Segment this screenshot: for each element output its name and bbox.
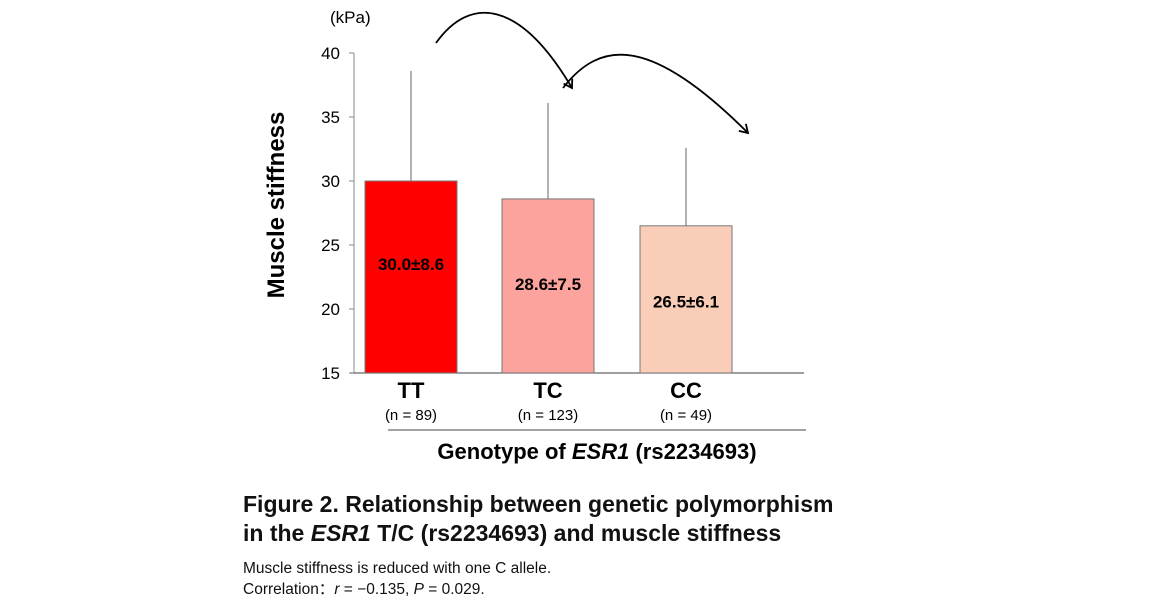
- figure-notes: Muscle stiffness is reduced with one C a…: [243, 558, 551, 600]
- caption-line-2: in the ESR1 T/C (rs2234693) and muscle s…: [243, 519, 833, 548]
- note-r: r: [334, 581, 340, 598]
- data-label: 28.6±7.5: [515, 275, 581, 294]
- x-axis-label: Genotype of ESR1 (rs2234693): [437, 439, 756, 464]
- data-label: 30.0±8.6: [378, 255, 444, 274]
- x-tick-label: TT: [398, 378, 425, 403]
- note-text: Correlation：: [243, 581, 335, 598]
- arrow-tc-to-cc: [562, 53, 750, 135]
- figure-caption: Figure 2. Relationship between genetic p…: [243, 490, 833, 548]
- note-line-1: Muscle stiffness is reduced with one C a…: [243, 560, 552, 577]
- y-tick-label: 20: [321, 300, 340, 319]
- note-p: P: [413, 581, 424, 598]
- y-axis-label: Muscle stiffness: [263, 112, 290, 299]
- y-tick-label: 15: [321, 364, 340, 383]
- n-label: (n = 49): [660, 407, 712, 424]
- y-tick-label: 35: [321, 108, 340, 127]
- caption-text: in the: [243, 520, 311, 546]
- caption-gene: ESR1: [310, 520, 371, 546]
- bar-tc: [501, 198, 595, 374]
- x-tick-label: TC: [533, 378, 562, 403]
- n-label: (n = 123): [518, 407, 578, 424]
- note-text: = −0.135,: [339, 581, 414, 598]
- bar-cc: [639, 225, 733, 374]
- y-tick-label: 40: [321, 44, 340, 63]
- x-tick-label: CC: [670, 378, 702, 403]
- bars: 30.0±8.6 TT (n = 89) 28.6±7.5 TC (n = 123) 26.…: [364, 70, 733, 424]
- note-text: = 0.029.: [423, 581, 485, 598]
- arrow-tt-to-tc: [435, 11, 574, 90]
- caption-line-1: Figure 2. Relationship between genetic p…: [243, 491, 834, 517]
- y-tick-label: 30: [321, 172, 340, 191]
- y-tick-label: 25: [321, 236, 340, 255]
- y-unit-label: (kPa): [330, 8, 371, 27]
- caption-text: T/C (rs2234693) and muscle stiffness: [370, 520, 782, 546]
- note-line-2: Correlation：r = −0.135, P = 0.029.: [243, 579, 551, 600]
- data-label: 26.5±6.1: [653, 292, 719, 311]
- bar-tt: [364, 180, 458, 374]
- n-label: (n = 89): [385, 407, 437, 424]
- bar-chart: (kPa) Muscle stiffness 15 20 25 30 35 40 30.0…: [263, 8, 806, 464]
